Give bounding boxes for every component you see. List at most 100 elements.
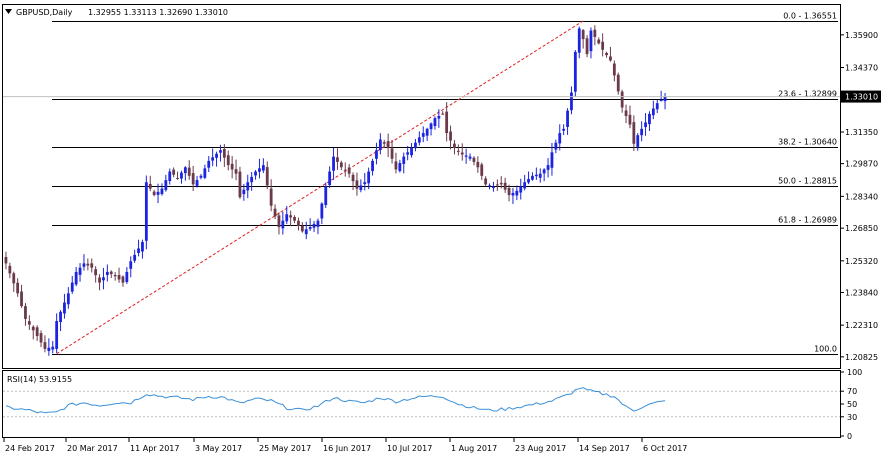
candle — [265, 161, 269, 190]
candle-body — [414, 142, 417, 149]
candle-body — [246, 182, 250, 191]
candle-body — [593, 29, 597, 37]
candle-body — [624, 110, 628, 117]
candle-body — [538, 173, 542, 178]
candle-body — [180, 172, 183, 179]
candle-body — [437, 116, 441, 119]
candle — [398, 159, 402, 173]
rsi-label: RSI(14) 53.9155 — [7, 375, 72, 384]
candle-body — [320, 203, 324, 219]
rsi-line — [5, 387, 666, 414]
date-axis: 24 Feb 2017 20 Mar 2017 11 Apr 2017 3 May 2… — [3, 438, 687, 453]
candle — [655, 99, 659, 113]
candle-body — [102, 277, 105, 281]
candle — [441, 111, 445, 115]
candle — [449, 125, 452, 150]
candle-body — [242, 189, 246, 195]
candle — [375, 142, 378, 165]
candle-body — [445, 111, 449, 134]
candle — [546, 158, 550, 178]
candle — [261, 158, 265, 174]
candle — [78, 263, 82, 282]
price-tick-label: 1.23840 — [845, 288, 878, 297]
candle-body — [542, 169, 546, 174]
date-tick-label: 11 Apr 2017 — [130, 444, 179, 453]
candle — [573, 50, 577, 97]
candle — [503, 177, 507, 193]
candle — [445, 102, 449, 142]
candle — [183, 166, 187, 181]
candle-body — [640, 128, 644, 136]
candle — [289, 210, 293, 227]
candle — [620, 89, 624, 113]
current-price-tag: 1.33010 — [3, 90, 881, 103]
candle-body — [277, 215, 281, 228]
candle-body — [503, 182, 507, 190]
candle-body — [24, 306, 27, 319]
candle-body — [59, 311, 62, 323]
candle — [304, 221, 308, 240]
candle-body — [324, 186, 328, 206]
fib-level-label: 50.0 - 1.28815 — [778, 177, 837, 186]
price-tick-label: 1.28340 — [845, 192, 878, 201]
candle — [519, 178, 523, 200]
candle — [382, 139, 386, 149]
candle — [612, 60, 616, 82]
candle-body — [269, 188, 273, 206]
candle — [538, 168, 542, 183]
candle-body — [636, 135, 640, 147]
candle — [492, 181, 495, 192]
candle-body — [98, 277, 101, 283]
candle — [12, 271, 16, 292]
candle — [347, 164, 351, 178]
candle-body — [222, 149, 226, 158]
candle — [495, 179, 499, 191]
fib-level-label: 61.8 - 1.26989 — [778, 216, 837, 225]
candle — [70, 275, 74, 294]
candle — [215, 151, 218, 167]
candle — [605, 51, 608, 58]
candle-body — [425, 128, 429, 136]
candle-body — [488, 185, 491, 187]
current-price-label: 1.33010 — [845, 93, 878, 102]
candle-body — [558, 133, 562, 144]
date-tick-label: 25 May 2017 — [259, 444, 311, 453]
candle-body — [495, 184, 499, 186]
candle — [542, 168, 546, 182]
date-tick-label: 16 Jun 2017 — [323, 444, 371, 453]
candle-body — [648, 113, 651, 125]
candle-body — [4, 256, 8, 264]
candle-body — [390, 148, 394, 159]
candle-body — [211, 157, 215, 161]
candle — [250, 172, 254, 191]
candle — [285, 206, 289, 224]
dropdown-triangle-icon[interactable] — [5, 9, 12, 14]
candle — [43, 335, 47, 353]
fibonacci-retracement[interactable]: 0.0 - 1.36551 23.6 - 1.32899 38.2 - 1.3064… — [52, 12, 838, 355]
candle — [417, 131, 421, 146]
candle — [273, 204, 277, 220]
candle-body — [82, 263, 86, 267]
candle-body — [273, 208, 277, 217]
candle — [632, 115, 636, 151]
candle — [191, 165, 195, 191]
candle — [644, 113, 647, 136]
candle — [27, 315, 31, 330]
candle-body — [363, 182, 367, 185]
candle — [82, 254, 86, 271]
candle-body — [258, 168, 261, 172]
candle — [453, 139, 456, 155]
candle-body — [628, 114, 632, 125]
candle-body — [316, 220, 320, 227]
candle — [269, 179, 273, 212]
candle-body — [39, 333, 43, 343]
candle — [203, 164, 207, 180]
candle-body — [351, 174, 355, 182]
candle — [258, 158, 261, 179]
candle-body — [281, 220, 285, 229]
candle — [328, 166, 332, 189]
candle-body — [199, 175, 203, 178]
candle-body — [78, 267, 82, 275]
